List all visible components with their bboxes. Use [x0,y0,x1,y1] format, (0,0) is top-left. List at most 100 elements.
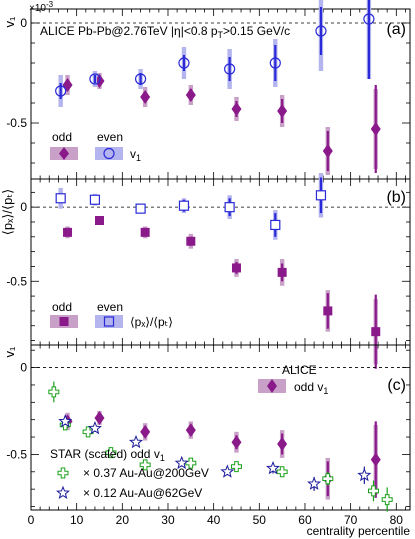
data-point [89,194,101,205]
data-point [224,202,235,213]
panel-b-tag: (b) [386,189,406,206]
data-point [315,190,327,201]
x-tick-label: 40 [207,513,221,527]
data-point [220,464,235,478]
panel-c: 0 -0.5 0 10 20 30 40 50 60 70 80 (c) v₁ centralit… [2,344,411,538]
x-tick-label: 70 [344,513,358,527]
data-point [89,73,101,85]
panel-c-x-ticks: 0 10 20 30 40 50 60 70 80 [28,513,404,527]
data-point [58,414,73,428]
panel-c-alice-series-main: odd v [294,380,323,394]
data-point [82,426,94,438]
x-tick-label: 50 [253,513,267,527]
panel-b-legend-even: even [97,300,123,314]
data-point [276,466,288,478]
panel-a: 0 -0.5 (a) v₁ ×10-3 ALICE Pb-Pb@2.76TeV |… [2,0,411,180]
data-point [185,88,196,102]
panel-b-y-axis-label: ⟨pₓ⟩/⟨pₜ⟩ [0,189,15,235]
series-circle [55,0,375,107]
panel-b-legend: odd even ⟨pₓ⟩/⟨pₜ⟩ [50,300,173,329]
data-point [48,386,60,398]
data-point [134,73,147,85]
data-point [322,144,333,158]
data-point [129,434,144,449]
panel-b-legend-odd: odd [52,300,72,314]
data-point [270,219,281,231]
x-axis-label: centrality percentile [307,524,411,538]
panel-a-y-axis-label: v₁ [2,16,17,28]
panel-a-legend-odd-marker [59,147,69,160]
y-tick-label: -0.5 [6,274,27,288]
x-tick-label: 30 [161,513,175,527]
data-point [105,447,117,459]
panel-c-ticks: 0 -0.5 [6,345,410,510]
panel-c-tag: (c) [387,377,406,394]
panel-b-legend-even-marker [103,316,115,327]
panel-a-header-sub: T [218,30,224,40]
panel-c-star200-label: × 0.37 Au-Au@200GeV [83,466,209,480]
data-point [370,122,381,136]
data-point [140,90,151,104]
data-point [94,410,105,425]
x-tick-label: 60 [298,513,312,527]
data-point [277,104,288,118]
data-point [266,460,281,475]
data-point [135,203,146,214]
panel-a-scale-exp: -3 [46,0,54,9]
panel-a-header-main: ALICE Pb-Pb@2.76TeV |η|<0.8 p [40,24,218,38]
panel-c-frame [30,344,411,511]
panel-a-legend-even: even [97,130,123,144]
data-point [322,473,334,485]
data-point [367,485,379,497]
data-point [357,467,372,482]
data-point [224,63,236,75]
panel-a-legend-odd: odd [52,130,72,144]
panel-a-legend-quantity-main: v [130,147,136,161]
y-tick-label: -0.5 [6,116,27,130]
data-point [94,216,104,225]
x-tick-label: 0 [28,513,35,527]
legend-cross-marker [57,467,69,479]
panel-a-legend-even-marker [103,147,115,160]
series-star-open [58,414,372,491]
panel-c-star62-marker [55,485,71,499]
series-cross-open [48,381,393,512]
data-point [231,102,242,116]
y-tick-label: 0 [20,200,27,214]
data-point [315,25,327,37]
data-point [55,85,67,97]
data-point [185,423,196,438]
panel-b-ticks: 0 -0.5 [6,179,410,345]
panel-c-alice-label: ALICE [282,363,317,377]
data-point [277,437,288,451]
data-point [63,227,73,237]
data-point [231,263,241,273]
data-point [140,424,151,439]
panel-b-plot [55,173,381,369]
data-point [323,306,333,316]
panel-b-frame [30,178,411,346]
series-square-open [55,173,327,240]
panel-c-star-title-sub: 1 [160,453,165,463]
data-point [62,78,73,92]
panel-c-star-title-main: STAR (scaled) odd v [50,447,160,461]
panel-c-legend-alice: ALICE odd v1 [258,363,328,396]
data-point [178,200,190,211]
panel-b-legend-odd-marker [59,317,69,326]
data-point [186,236,196,246]
data-point [140,227,150,237]
data-point [371,327,381,337]
data-point [277,267,287,277]
x-tick-label: 80 [390,513,404,527]
data-point [55,193,66,204]
panel-a-header-tail: >0.15 GeV/c [223,24,290,38]
panel-c-star62-label: × 0.12 Au-Au@62GeV [83,486,202,500]
data-point [231,435,242,450]
series-square [63,216,381,369]
panel-a-legend-even-band [95,147,123,160]
panel-a-legend-quantity-sub: 1 [136,153,141,163]
panel-a-legend: odd even v1 [50,130,141,163]
data-point [178,57,190,69]
panel-c-plot [48,381,393,512]
